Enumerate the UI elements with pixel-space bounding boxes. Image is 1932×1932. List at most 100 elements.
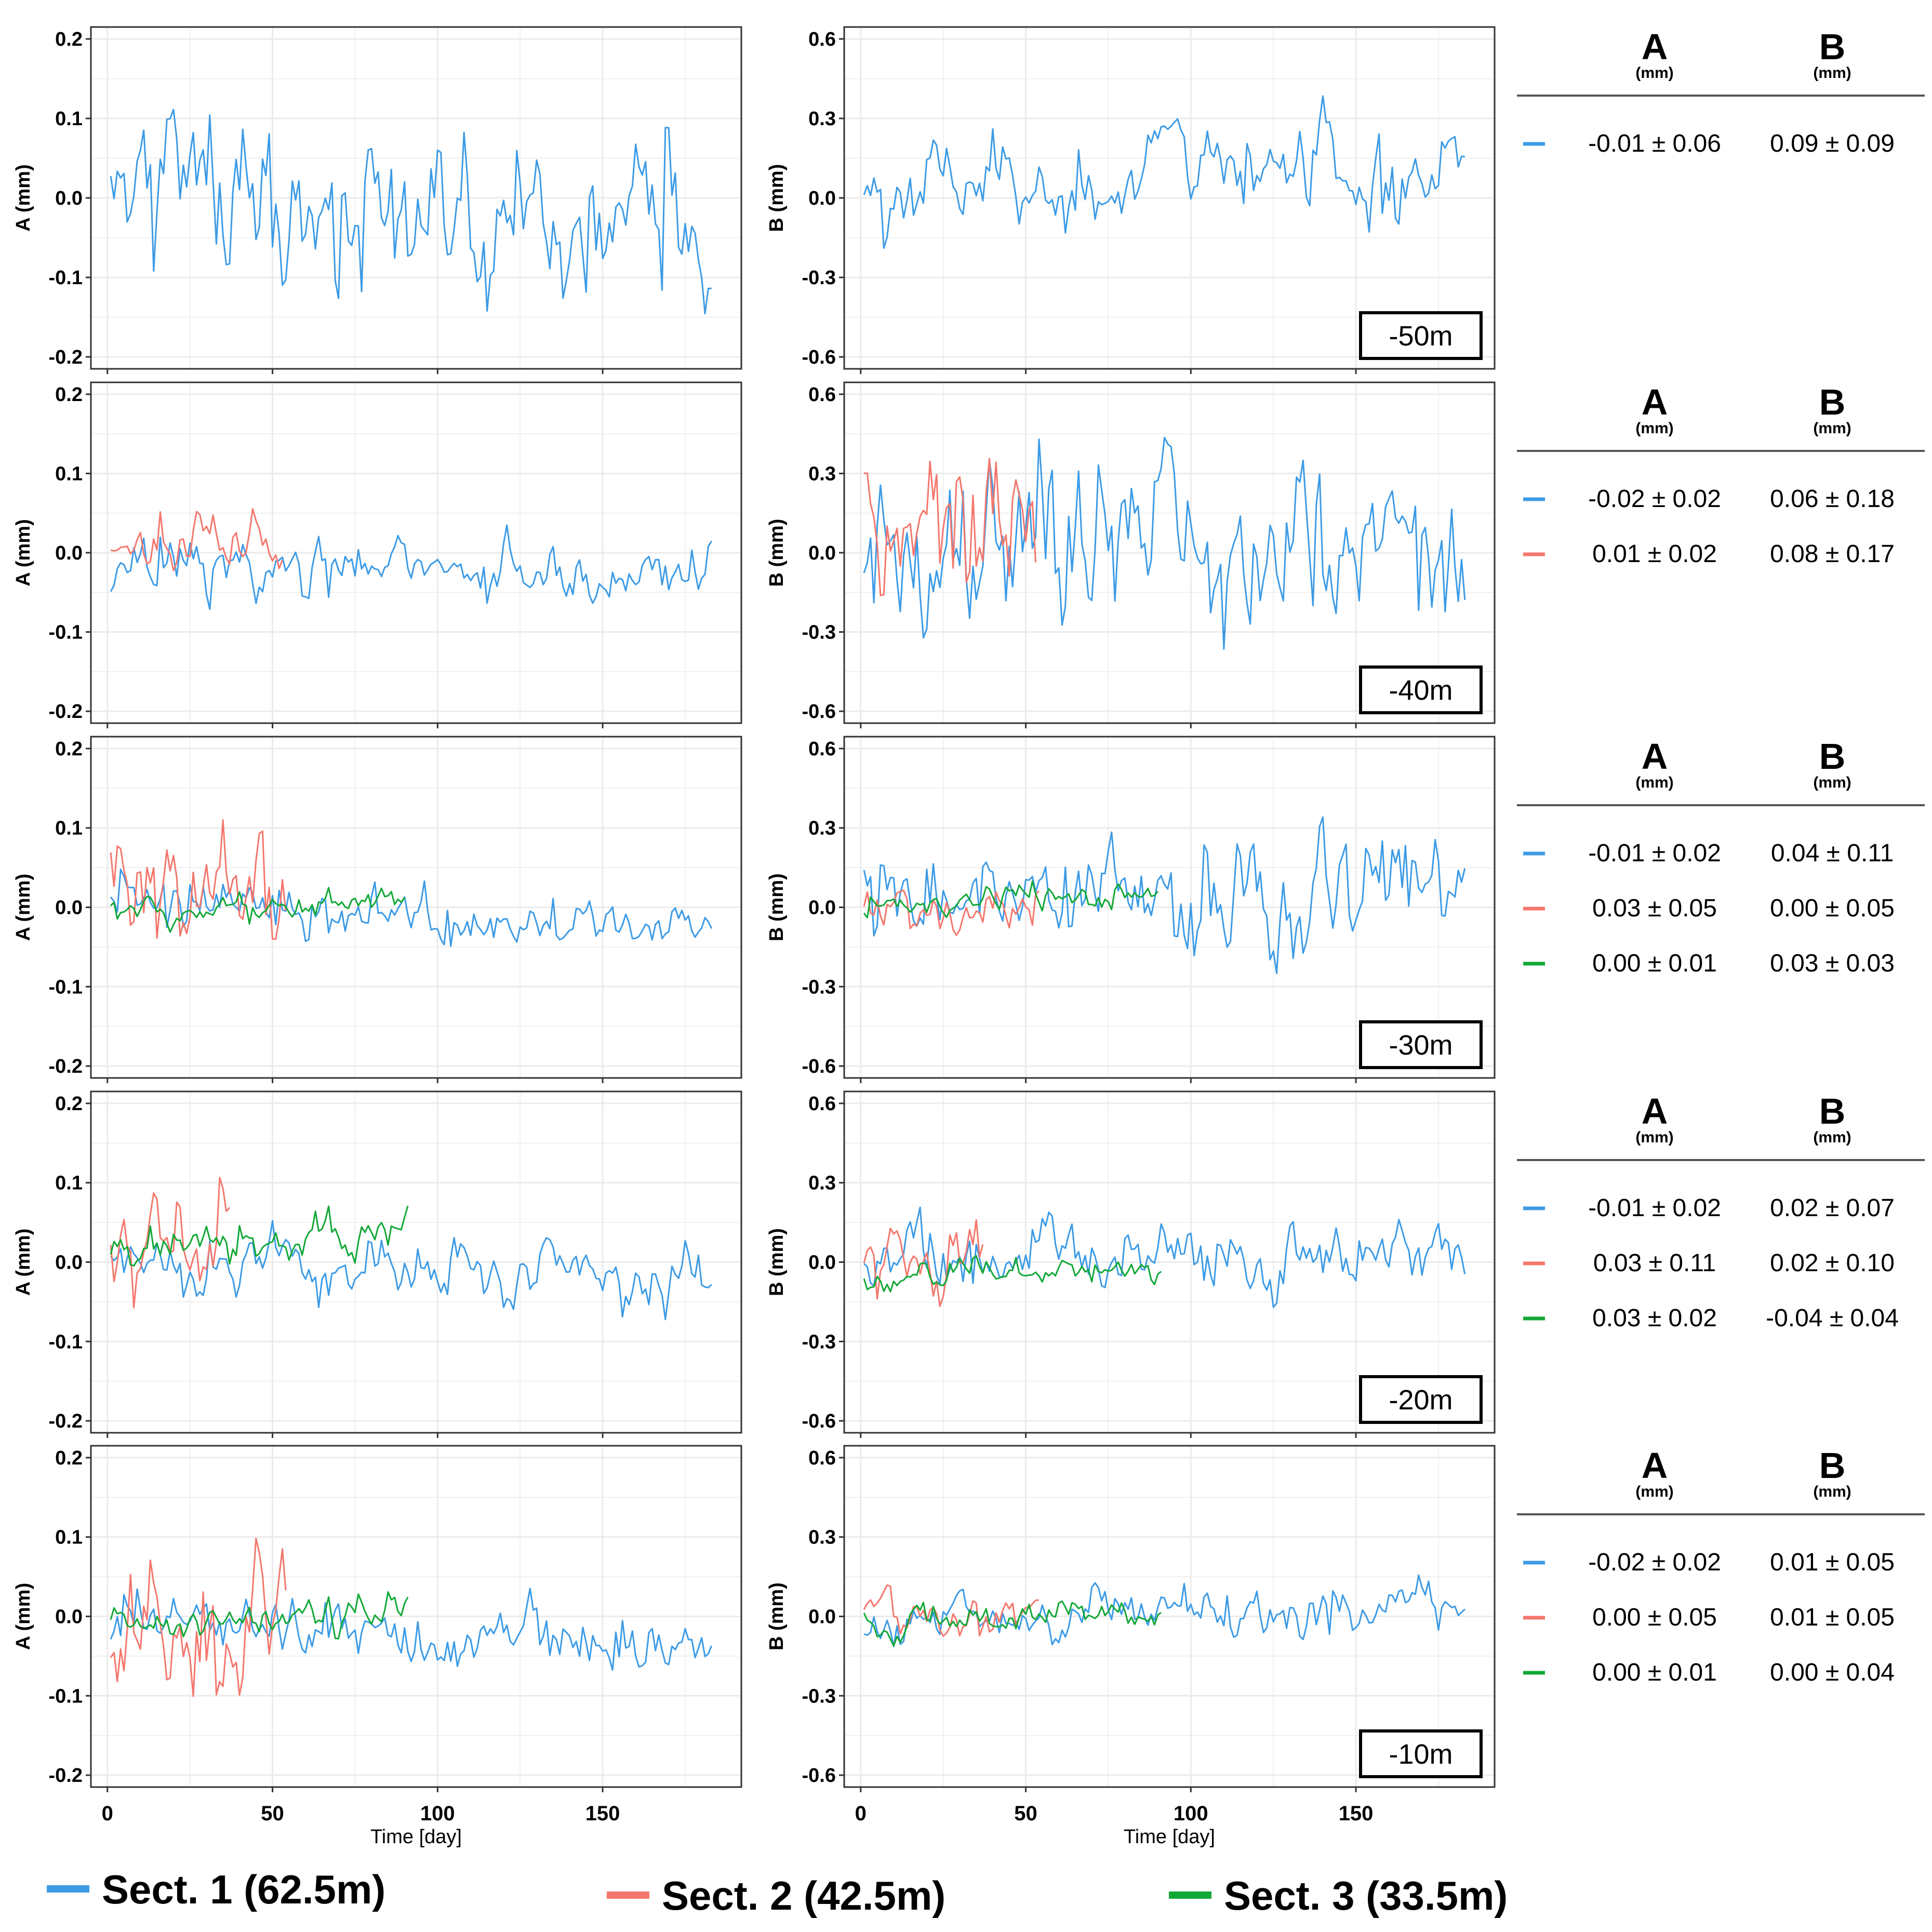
stats-table-row-4: A B(mm) (mm)-0.01 ± 0.02 0.02 ± 0.070.03 ± …: [1517, 1091, 1925, 1332]
y-tick-label: 0.0: [55, 1252, 83, 1274]
y-tick-label: 0.3: [808, 463, 836, 485]
y-tick-label: -0.1: [49, 622, 83, 644]
series-line-sect2: [863, 889, 1040, 936]
y-tick-label: -0.6: [802, 701, 836, 723]
x-tick-label: 100: [1174, 1802, 1208, 1825]
depth-label: -10m: [1389, 1739, 1453, 1770]
stats-value-a: -0.02 ± 0.02: [1588, 485, 1721, 513]
stats-value-a: -0.01 ± 0.02: [1588, 1194, 1721, 1222]
series-group: [110, 1177, 712, 1321]
series-group: [863, 1206, 1466, 1308]
stats-value-a: 0.00 ± 0.01: [1592, 950, 1717, 977]
y-tick-label: 0.6: [808, 1093, 836, 1115]
stats-unit-a: (mm): [1635, 420, 1673, 437]
stats-value-a: -0.01 ± 0.06: [1588, 130, 1721, 157]
panel-b-row-5: -0.6 -0.3 0.0 0.3 0.6 B (mm) 0 50 100 150 Time [da…: [766, 1445, 1496, 1848]
depth-badge: [1359, 1020, 1483, 1069]
stats-value-a: 0.03 ± 0.11: [1593, 1249, 1716, 1277]
series-line-sect3: [110, 887, 406, 933]
stats-unit-b: (mm): [1813, 774, 1851, 791]
stats-header-b: B: [1819, 1091, 1846, 1131]
y-axis-title: B (mm): [766, 1582, 788, 1650]
panel-a-row-5: -0.2 -0.1 0.0 0.1 0.2 A (mm) 0 50 100 150 Time [da…: [12, 1445, 742, 1848]
y-axis-title: B (mm): [766, 1228, 788, 1296]
y-tick-label: -0.3: [802, 976, 836, 998]
y-tick-label: 0.2: [55, 738, 83, 760]
stats-value-a: 0.03 ± 0.05: [1592, 895, 1717, 922]
series-line-sect2: [863, 1584, 1040, 1637]
stats-value-a: -0.02 ± 0.02: [1588, 1549, 1721, 1576]
stats-value-b: 0.04 ± 0.11: [1771, 840, 1894, 867]
stats-table-row-3: A B(mm) (mm)-0.01 ± 0.02 0.04 ± 0.110.03 ± …: [1517, 736, 1925, 977]
y-tick-label: 0.6: [808, 1447, 836, 1469]
depth-badge: [1359, 311, 1483, 360]
series-line-sect1: [110, 524, 713, 610]
y-axis-title: B (mm): [766, 519, 788, 587]
stats-header-a: A: [1642, 736, 1668, 777]
series-group: [863, 816, 1466, 975]
stats-unit-a: (mm): [1635, 1483, 1673, 1500]
y-axis-title: A (mm): [12, 519, 34, 586]
panel-a-row-2: -0.2 -0.1 0.0 0.1 0.2 A (mm): [12, 381, 742, 728]
x-tick-label: 100: [420, 1802, 455, 1825]
y-tick-label: 0.0: [808, 1606, 836, 1628]
y-axis-title: A (mm): [12, 164, 34, 231]
stats-header-a: A: [1642, 1091, 1668, 1131]
stats-header-b: B: [1819, 382, 1846, 422]
stats-unit-a: (mm): [1635, 774, 1673, 791]
y-axis-title: A (mm): [12, 1583, 34, 1650]
depth-label: -30m: [1389, 1030, 1453, 1061]
stats-unit-a: (mm): [1635, 1129, 1673, 1146]
x-tick-label: 0: [102, 1802, 113, 1825]
y-tick-label: 0.0: [55, 188, 83, 209]
series-line-sect3: [110, 1205, 409, 1267]
x-axis-title: Time [day]: [370, 1826, 462, 1848]
y-axis-title: B (mm): [766, 164, 788, 232]
stats-value-b: 0.00 ± 0.05: [1770, 895, 1895, 922]
stats-unit-b: (mm): [1813, 1129, 1851, 1146]
stats-value-a: 0.03 ± 0.02: [1592, 1304, 1717, 1332]
x-tick-label: 0: [855, 1802, 867, 1825]
series-group: [863, 436, 1466, 650]
panel-b-row-1: -0.6 -0.3 0.0 0.3 0.6 B (mm) -50m: [766, 26, 1496, 374]
y-tick-label: -0.1: [49, 267, 83, 289]
y-tick-label: 0.2: [55, 384, 83, 406]
y-tick-label: 0.0: [55, 897, 83, 919]
panel-b-row-4: -0.6 -0.3 0.0 0.3 0.6 B (mm) -20m: [766, 1090, 1496, 1438]
stats-value-a: 0.00 ± 0.01: [1592, 1659, 1717, 1686]
series-group: [110, 1537, 713, 1697]
y-tick-label: -0.3: [802, 1685, 836, 1707]
y-tick-label: 0.0: [808, 897, 836, 919]
depth-label: -50m: [1389, 321, 1453, 352]
stats-value-a: 0.00 ± 0.05: [1592, 1604, 1717, 1631]
x-tick-label: 50: [1014, 1802, 1037, 1825]
stats-header-a: A: [1642, 1445, 1668, 1486]
y-tick-label: 0.1: [55, 463, 83, 485]
series-line-sect1: [863, 95, 1465, 249]
y-tick-label: 0.1: [55, 108, 83, 130]
y-tick-label: 0.1: [55, 818, 83, 840]
series-line-sect3: [863, 1255, 1162, 1293]
legend-label-sect2: Sect. 2 (42.5m): [662, 1873, 945, 1918]
stats-header-b: B: [1819, 736, 1846, 777]
panel-b-row-3: -0.6 -0.3 0.0 0.3 0.6 B (mm) -30m: [766, 736, 1496, 1083]
y-tick-label: -0.2: [49, 1410, 83, 1432]
y-tick-label: 0.2: [55, 1093, 83, 1115]
y-tick-label: -0.2: [49, 1765, 83, 1787]
y-tick-label: -0.6: [802, 1765, 836, 1787]
y-tick-label: 0.3: [808, 108, 836, 130]
depth-label: -20m: [1389, 1384, 1453, 1416]
stats-header-a: A: [1642, 26, 1668, 67]
stats-value-b: 0.09 ± 0.09: [1770, 130, 1895, 157]
legend: Sect. 1 (62.5m) Sect. 2 (42.5m) Sect. 3 (3…: [47, 1867, 1508, 1918]
depth-label: -40m: [1389, 675, 1453, 706]
y-tick-label: -0.1: [49, 1331, 83, 1353]
panel-a-row-4: -0.2 -0.1 0.0 0.1 0.2 A (mm): [12, 1090, 742, 1438]
y-tick-label: 0.1: [55, 1527, 83, 1549]
stats-table-row-2: A B(mm) (mm)-0.02 ± 0.02 0.06 ± 0.180.01 ± …: [1517, 382, 1925, 568]
series-line-sect1: [863, 816, 1466, 975]
x-tick-label: 150: [1339, 1802, 1374, 1825]
series-group: [110, 819, 713, 947]
stats-unit-b: (mm): [1813, 1483, 1851, 1500]
